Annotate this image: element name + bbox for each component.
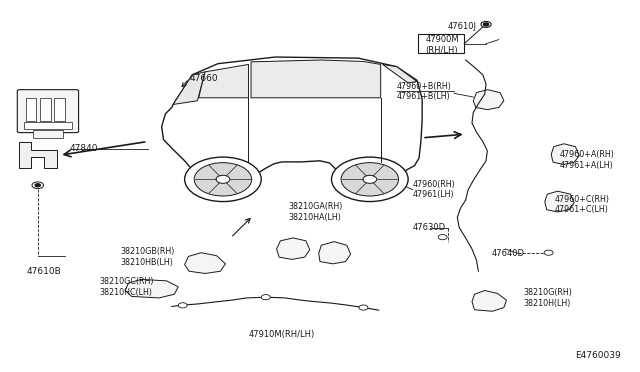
Text: E4760039: E4760039 <box>575 351 621 360</box>
Circle shape <box>359 305 368 310</box>
Text: 47640D: 47640D <box>491 249 524 258</box>
FancyBboxPatch shape <box>17 90 79 133</box>
Polygon shape <box>162 57 422 179</box>
Circle shape <box>363 175 377 183</box>
Text: 38210G(RH)
38210H(LH): 38210G(RH) 38210H(LH) <box>523 288 572 308</box>
Circle shape <box>544 250 553 255</box>
Circle shape <box>35 184 40 187</box>
Text: 38210GA(RH)
38210HA(LH): 38210GA(RH) 38210HA(LH) <box>288 202 342 222</box>
Polygon shape <box>173 72 205 105</box>
Bar <box>24 122 72 129</box>
Polygon shape <box>545 191 574 212</box>
Bar <box>33 131 63 138</box>
Bar <box>40 98 51 121</box>
Polygon shape <box>319 241 351 264</box>
Circle shape <box>341 163 399 196</box>
Text: 38210GB(RH)
38210HB(LH): 38210GB(RH) 38210HB(LH) <box>121 247 175 267</box>
Polygon shape <box>472 291 506 311</box>
Circle shape <box>332 157 408 202</box>
Text: 47660: 47660 <box>189 74 218 83</box>
Circle shape <box>178 303 187 308</box>
Text: 47960+A(RH)
47961+A(LH): 47960+A(RH) 47961+A(LH) <box>559 150 614 170</box>
Polygon shape <box>184 253 225 273</box>
Text: 38210GC(RH)
38210HC(LH): 38210GC(RH) 38210HC(LH) <box>100 277 154 296</box>
Polygon shape <box>383 64 417 83</box>
Text: 47630D: 47630D <box>413 223 445 232</box>
Text: 47610J: 47610J <box>448 22 477 31</box>
Circle shape <box>261 295 270 300</box>
Text: 47610B: 47610B <box>26 267 61 276</box>
Bar <box>419 34 465 53</box>
Polygon shape <box>198 64 248 98</box>
Polygon shape <box>551 144 579 164</box>
Circle shape <box>481 22 491 28</box>
Polygon shape <box>473 90 504 110</box>
Text: 47910M(RH/LH): 47910M(RH/LH) <box>248 330 315 340</box>
Circle shape <box>184 157 261 202</box>
Text: 47840: 47840 <box>70 144 98 153</box>
Text: 47960+B(RH)
47961+B(LH): 47960+B(RH) 47961+B(LH) <box>397 82 451 101</box>
Polygon shape <box>251 60 381 98</box>
Polygon shape <box>125 279 178 298</box>
Circle shape <box>32 182 44 189</box>
Text: 47960(RH)
47961(LH): 47960(RH) 47961(LH) <box>413 180 455 199</box>
Circle shape <box>216 175 230 183</box>
Bar <box>54 98 65 121</box>
Polygon shape <box>276 238 310 259</box>
Bar <box>26 98 36 121</box>
Polygon shape <box>19 142 57 168</box>
Text: 47900M
(RH/LH): 47900M (RH/LH) <box>426 35 459 55</box>
Circle shape <box>438 235 447 240</box>
Circle shape <box>194 163 252 196</box>
Text: 47960+C(RH)
47961+C(LH): 47960+C(RH) 47961+C(LH) <box>555 195 610 214</box>
Circle shape <box>483 23 488 26</box>
